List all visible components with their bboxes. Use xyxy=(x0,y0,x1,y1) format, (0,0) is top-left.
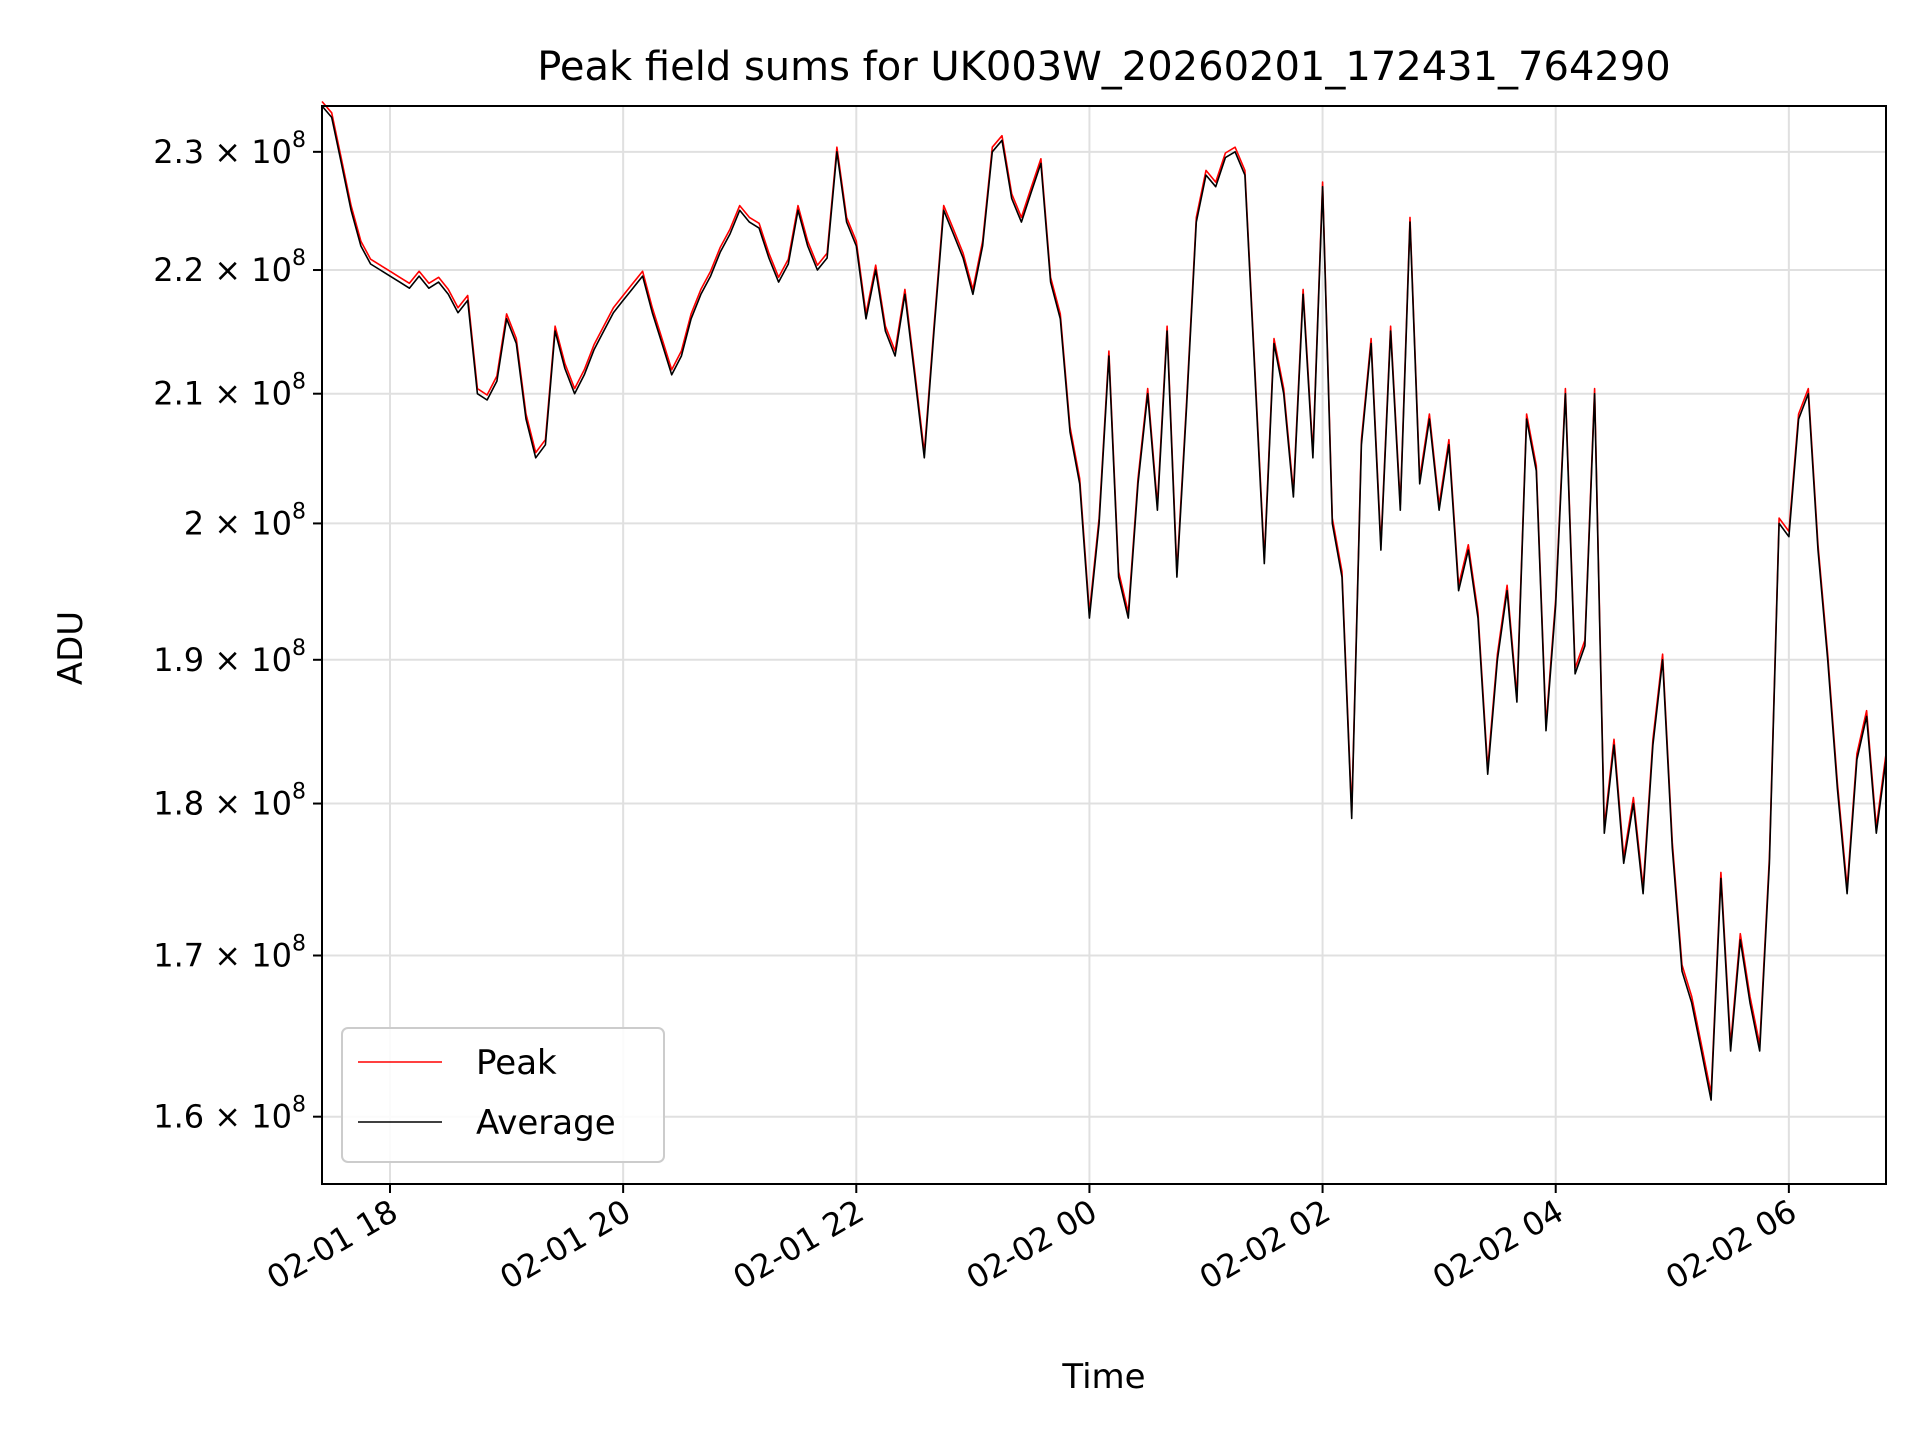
y-tick-label: 2 × 108 xyxy=(184,499,306,542)
y-tick-label: 2.1 × 108 xyxy=(153,370,306,413)
grid-lines xyxy=(322,106,1886,1184)
x-axis-label: Time xyxy=(1061,1357,1145,1397)
legend-label-peak: Peak xyxy=(476,1043,557,1083)
y-axis: 1.6 × 108 1.7 × 108 1.8 × 108 1.9 × 108 2 × … xyxy=(153,128,322,1136)
legend: Peak Average xyxy=(341,1027,665,1163)
series-lines xyxy=(321,100,1887,1101)
y-axis-label: ADU xyxy=(51,611,91,685)
legend-label-average: Average xyxy=(476,1103,616,1143)
y-tick-label: 1.6 × 108 xyxy=(153,1093,306,1136)
y-tick-label: 2.3 × 108 xyxy=(153,128,306,171)
y-tick-label: 1.9 × 108 xyxy=(153,636,306,679)
plot-frame xyxy=(321,105,1887,1185)
series-line-average xyxy=(321,105,1887,1101)
chart-title: Peak field sums for UK003W_20260201_1724… xyxy=(537,44,1671,90)
y-tick-label: 1.8 × 108 xyxy=(153,780,306,823)
y-tick-label: 2.2 × 108 xyxy=(153,246,306,289)
y-tick-label: 1.7 × 108 xyxy=(153,932,306,975)
